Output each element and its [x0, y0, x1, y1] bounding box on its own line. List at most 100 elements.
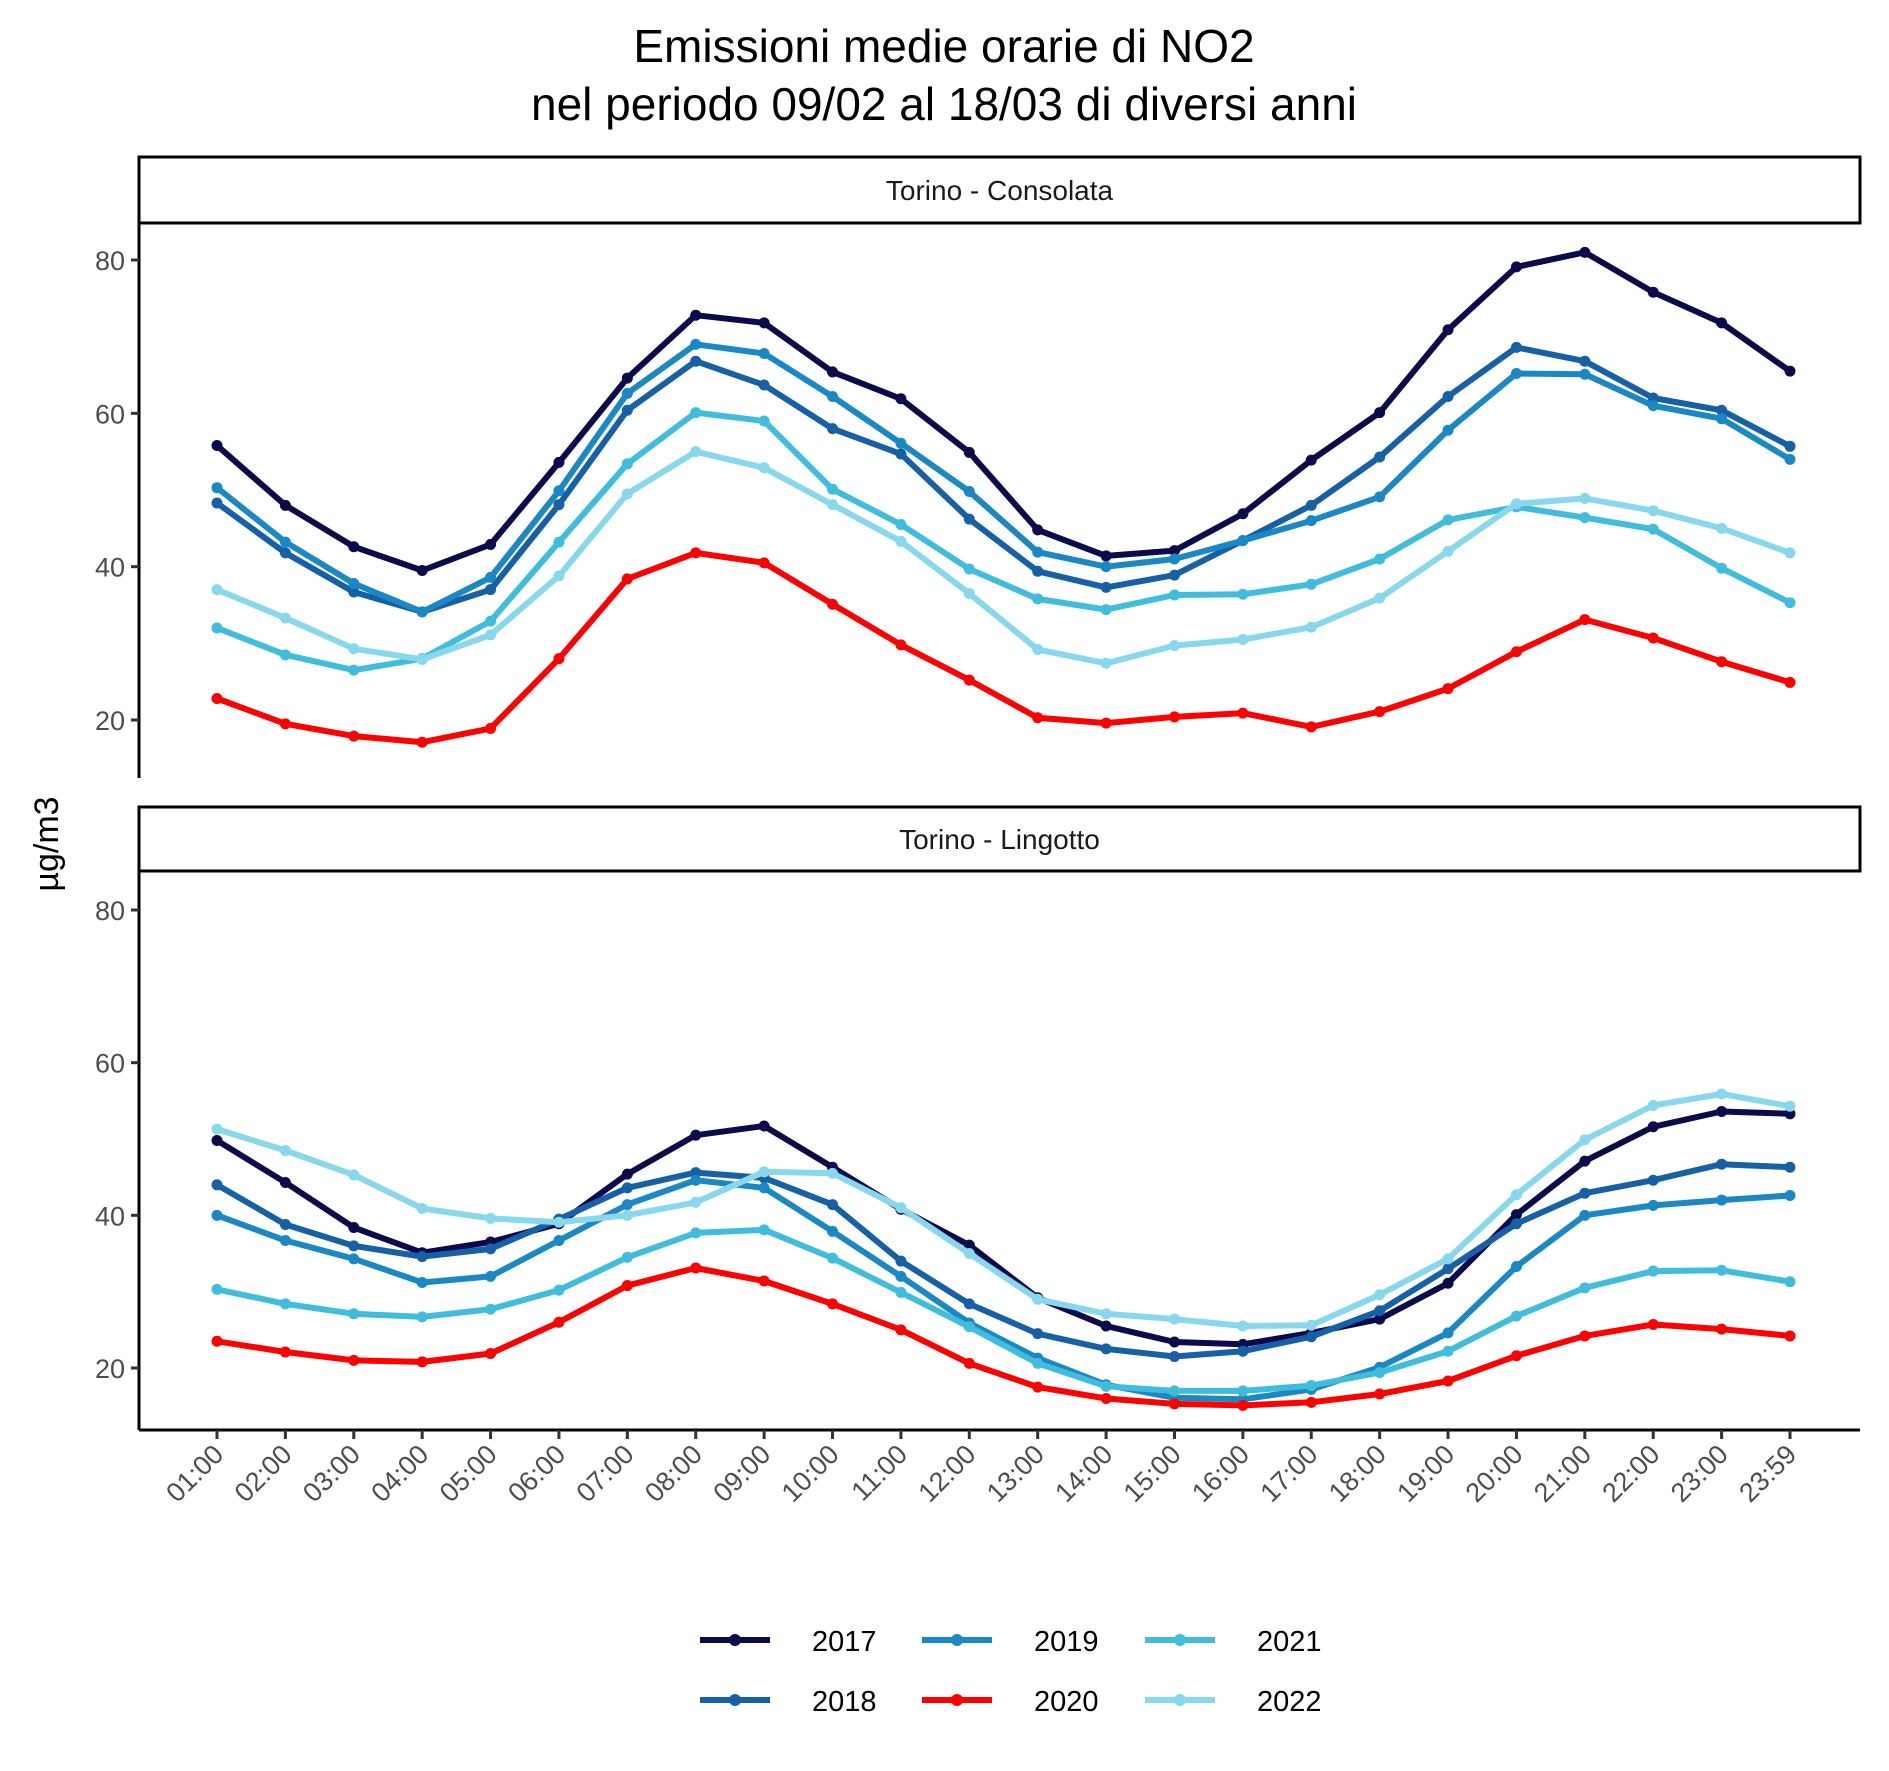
data-point-2022	[1100, 657, 1112, 669]
data-point-2021	[827, 483, 839, 495]
data-point-2020	[1647, 1318, 1659, 1330]
x-tick-label: 09:00	[707, 1439, 776, 1508]
data-point-2021	[211, 1283, 223, 1295]
data-point-2020	[211, 693, 223, 705]
data-point-2019	[1716, 413, 1728, 425]
data-point-2021	[963, 563, 975, 575]
data-point-2020	[1032, 1381, 1044, 1393]
x-tick-label: 02:00	[229, 1439, 298, 1508]
data-point-2018	[895, 448, 907, 460]
legend-swatch-point	[729, 1694, 741, 1706]
data-point-2019	[279, 536, 291, 548]
y-tick-label: 20	[95, 706, 125, 736]
data-point-2019	[1237, 535, 1249, 547]
data-point-2018	[1374, 1305, 1386, 1317]
data-point-2019	[348, 578, 360, 590]
data-point-2017	[1168, 1336, 1180, 1348]
data-point-2019	[758, 348, 770, 360]
data-point-2021	[1032, 1357, 1044, 1369]
y-tick-label: 80	[95, 246, 125, 276]
data-point-2020	[621, 573, 633, 585]
data-point-2017	[758, 1120, 770, 1132]
panel-strip-torino-lingotto	[137, 805, 1862, 873]
data-point-2018	[621, 1182, 633, 1194]
panel-title-torino-consolata: Torino - Consolata	[886, 175, 1114, 206]
data-point-2019	[621, 1199, 633, 1211]
data-point-2022	[553, 570, 565, 582]
data-point-2018	[1100, 1343, 1112, 1355]
data-point-2018	[1784, 1161, 1796, 1173]
x-tick-label: 10:00	[776, 1439, 845, 1508]
x-tick-label: 22:00	[1596, 1439, 1665, 1508]
data-point-2021	[690, 1227, 702, 1239]
data-point-2018	[211, 1179, 223, 1191]
legend-item-2022: 2022	[1145, 1686, 1322, 1718]
legend-label: 2017	[812, 1626, 877, 1658]
data-point-2021	[758, 1224, 770, 1236]
data-point-2021	[895, 519, 907, 530]
data-point-2022	[963, 588, 975, 599]
data-point-2021	[348, 1308, 360, 1320]
data-point-2017	[416, 565, 428, 576]
data-point-2022	[348, 643, 360, 655]
data-point-2018	[211, 497, 223, 509]
data-point-2021	[1579, 512, 1591, 524]
data-point-2022	[485, 629, 497, 641]
data-point-2020	[1442, 1375, 1454, 1387]
data-point-2019	[1579, 1209, 1591, 1221]
data-point-2019	[1784, 453, 1796, 465]
legend-label: 2022	[1257, 1686, 1322, 1718]
data-point-2019	[1374, 491, 1386, 503]
data-point-2022	[1374, 592, 1386, 604]
data-point-2020	[1100, 1393, 1112, 1405]
series-line-2022	[214, 448, 1793, 667]
data-point-2022	[895, 1202, 907, 1214]
series-2018-torino-lingotto	[211, 1158, 1796, 1363]
x-tick-label: 17:00	[1255, 1439, 1324, 1508]
chart-title-line-1: Emissioni medie orarie di NO2	[633, 20, 1254, 72]
data-point-2019	[211, 482, 223, 494]
data-point-2021	[1168, 1385, 1180, 1397]
panel-torino-lingotto: Torino - Lingotto 20 40 60 80	[95, 805, 1862, 1430]
data-point-2020	[279, 1346, 291, 1358]
data-point-2018	[1032, 1328, 1044, 1340]
data-point-2019	[1100, 561, 1112, 573]
data-point-2020	[690, 547, 702, 559]
chart-title-line-2: nel periodo 09/02 al 18/03 di diversi an…	[531, 78, 1357, 130]
data-point-2022	[348, 1169, 360, 1181]
legend-item-2021: 2021	[1145, 1626, 1322, 1658]
data-point-2020	[827, 598, 839, 610]
x-tick-label: 20:00	[1460, 1439, 1529, 1508]
data-point-2021	[1716, 562, 1728, 574]
data-point-2018	[690, 355, 702, 367]
data-point-2021	[1237, 588, 1249, 600]
x-tick-label: 11:00	[846, 1439, 914, 1507]
x-tick-label: 07:00	[571, 1439, 640, 1508]
y-tick-label: 40	[95, 553, 125, 583]
series-2020-torino-consolata	[211, 547, 1796, 748]
data-point-2021	[1374, 553, 1386, 565]
series-line-2019	[214, 341, 1793, 615]
data-point-2020	[1305, 1396, 1317, 1408]
data-point-2017	[1100, 550, 1112, 562]
data-point-2019	[690, 1174, 702, 1186]
series-line-2019	[214, 1177, 1793, 1403]
data-point-2019	[485, 1270, 497, 1282]
data-point-2017	[1374, 1313, 1386, 1325]
data-point-2019	[348, 1253, 360, 1265]
data-point-2020	[1374, 1388, 1386, 1400]
data-point-2018	[1442, 390, 1454, 402]
data-point-2018	[1305, 1331, 1317, 1343]
series-line-2022	[214, 1091, 1793, 1329]
legend-item-2017: 2017	[700, 1626, 877, 1658]
data-point-2019	[416, 1277, 428, 1289]
data-point-2022	[1716, 522, 1728, 534]
data-point-2018	[416, 1251, 428, 1263]
data-point-2022	[279, 612, 291, 624]
data-point-2020	[1100, 717, 1112, 729]
legend-label: 2020	[1034, 1686, 1099, 1718]
data-point-2017	[1647, 286, 1659, 298]
data-point-2017	[1032, 524, 1044, 536]
